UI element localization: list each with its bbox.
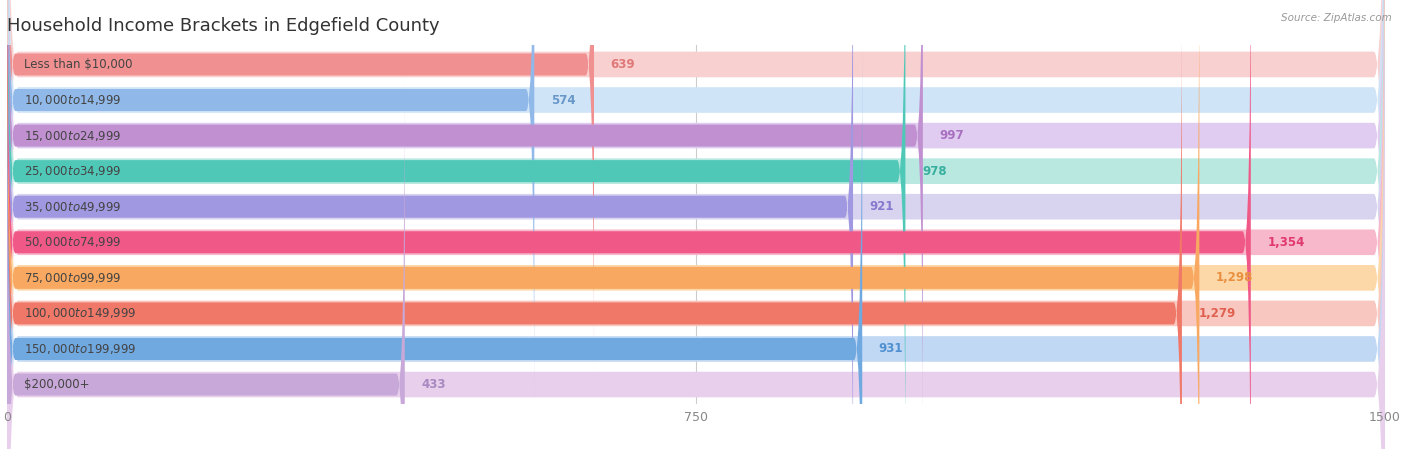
- FancyBboxPatch shape: [7, 75, 405, 449]
- Text: 574: 574: [551, 93, 575, 106]
- FancyBboxPatch shape: [7, 0, 1385, 449]
- FancyBboxPatch shape: [7, 0, 1199, 449]
- Text: $10,000 to $14,999: $10,000 to $14,999: [24, 93, 121, 107]
- FancyBboxPatch shape: [7, 0, 922, 445]
- FancyBboxPatch shape: [7, 40, 862, 449]
- Text: 978: 978: [922, 165, 946, 178]
- FancyBboxPatch shape: [7, 0, 534, 409]
- Text: 639: 639: [610, 58, 636, 71]
- Text: $50,000 to $74,999: $50,000 to $74,999: [24, 235, 121, 249]
- FancyBboxPatch shape: [7, 4, 1182, 449]
- Text: Source: ZipAtlas.com: Source: ZipAtlas.com: [1281, 13, 1392, 23]
- FancyBboxPatch shape: [7, 0, 1385, 449]
- Text: $75,000 to $99,999: $75,000 to $99,999: [24, 271, 121, 285]
- FancyBboxPatch shape: [7, 0, 1385, 449]
- FancyBboxPatch shape: [7, 0, 1385, 449]
- FancyBboxPatch shape: [7, 0, 853, 449]
- FancyBboxPatch shape: [7, 0, 1385, 449]
- Text: $100,000 to $149,999: $100,000 to $149,999: [24, 306, 136, 321]
- FancyBboxPatch shape: [7, 0, 1385, 449]
- FancyBboxPatch shape: [7, 0, 905, 449]
- Text: 931: 931: [879, 343, 903, 356]
- Text: 433: 433: [422, 378, 446, 391]
- Text: Less than $10,000: Less than $10,000: [24, 58, 132, 71]
- FancyBboxPatch shape: [7, 0, 593, 374]
- Text: $15,000 to $24,999: $15,000 to $24,999: [24, 128, 121, 143]
- FancyBboxPatch shape: [7, 0, 1385, 449]
- Text: $35,000 to $49,999: $35,000 to $49,999: [24, 200, 121, 214]
- Text: $150,000 to $199,999: $150,000 to $199,999: [24, 342, 136, 356]
- Text: 1,354: 1,354: [1267, 236, 1305, 249]
- Text: 1,298: 1,298: [1216, 271, 1253, 284]
- FancyBboxPatch shape: [7, 0, 1385, 449]
- FancyBboxPatch shape: [7, 0, 1385, 449]
- Text: 1,279: 1,279: [1198, 307, 1236, 320]
- Text: 921: 921: [869, 200, 894, 213]
- FancyBboxPatch shape: [7, 0, 1385, 449]
- Text: 997: 997: [939, 129, 965, 142]
- Text: $25,000 to $34,999: $25,000 to $34,999: [24, 164, 121, 178]
- FancyBboxPatch shape: [7, 0, 1251, 449]
- Text: $200,000+: $200,000+: [24, 378, 89, 391]
- Text: Household Income Brackets in Edgefield County: Household Income Brackets in Edgefield C…: [7, 17, 440, 35]
